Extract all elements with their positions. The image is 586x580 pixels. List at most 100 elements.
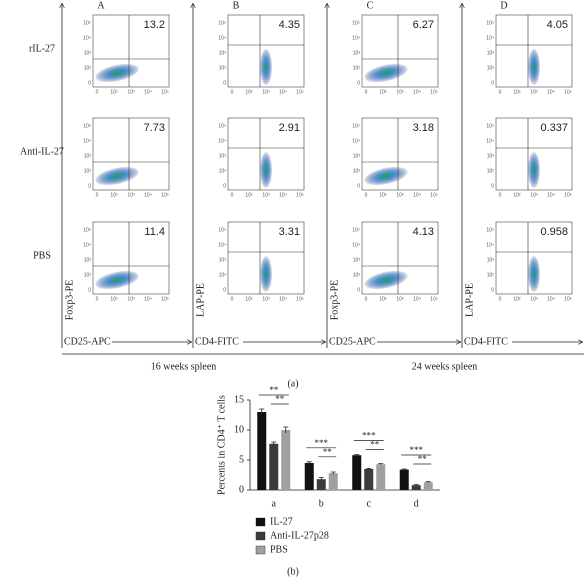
gate-percent: 4.05 [547, 19, 568, 31]
x-tick-label: 0 [499, 296, 502, 302]
y-tick-label: 10⁴ [352, 138, 360, 144]
x-tick-label: 10⁵ [430, 192, 438, 198]
gate-percent: 4.13 [413, 226, 434, 238]
x-tick-label: a [272, 498, 277, 509]
x-tick-label: 10⁴ [279, 89, 287, 95]
x-tick-label: c [367, 498, 372, 509]
significance-label: ** [323, 447, 333, 457]
error-bar [318, 477, 324, 481]
y-tick-label: 0 [357, 80, 360, 86]
y-tick-label: 0 [88, 80, 91, 86]
x-tick-label: 10⁵ [296, 296, 304, 302]
x-tick-label: 10⁴ [413, 296, 421, 302]
y-tick-label: 10³ [84, 257, 92, 263]
y-tick-label: 10⁵ [486, 20, 494, 26]
gate-percent: 0.337 [540, 122, 568, 134]
y-tick-label: 10² [84, 65, 92, 71]
cell-cloud [260, 49, 272, 85]
x-tick-label: 10⁵ [564, 192, 572, 198]
cell-cloud [260, 256, 272, 292]
bar [364, 469, 374, 490]
y-tick-label: 10⁵ [218, 227, 226, 233]
y-tick-label: 10⁵ [218, 20, 226, 26]
x-tick-label: 10⁴ [144, 192, 152, 198]
significance-label: ** [370, 440, 380, 450]
x-tick-label: 0 [365, 296, 368, 302]
x-axis-label: CD4-FITC [464, 336, 508, 347]
bar [411, 485, 421, 490]
bar [328, 473, 338, 490]
y-tick-label: 0 [491, 80, 494, 86]
legend-swatch [255, 545, 266, 555]
y-tick-label: 10⁴ [218, 35, 226, 41]
y-tick-label: 0 [88, 183, 91, 189]
x-tick-label: 10⁴ [413, 192, 421, 198]
gate-percent: 3.18 [413, 122, 434, 134]
column-letter: D [500, 0, 507, 11]
x-tick-label: 10⁵ [296, 192, 304, 198]
cell-cloud [528, 256, 540, 292]
y-tick-label: 10⁴ [352, 242, 360, 248]
x-tick-label: 10⁴ [547, 89, 555, 95]
gate-percent: 13.2 [144, 19, 165, 31]
x-tick-label: 10⁴ [279, 192, 287, 198]
error-bar [271, 441, 277, 446]
x-tick-label: 10⁵ [564, 89, 572, 95]
gate-percent: 11.4 [144, 226, 165, 238]
y-tick-label: 10² [487, 272, 495, 278]
error-bar [413, 484, 419, 486]
row-label: PBS [33, 250, 51, 261]
x-tick-label: 10² [110, 89, 118, 95]
gate-percent: 6.27 [413, 19, 434, 31]
y-tick-label: 15 [234, 394, 244, 405]
x-tick-label: 0 [365, 89, 368, 95]
x-tick-label: 0 [365, 192, 368, 198]
y-tick-label: 0 [223, 287, 226, 293]
x-tick-label: 10³ [396, 192, 404, 198]
bar [304, 463, 314, 490]
row-label: Anti-IL-27 [20, 146, 64, 157]
x-tick-label: 10³ [262, 296, 270, 302]
cell-cloud [95, 270, 139, 290]
y-tick-label: 10² [353, 168, 361, 174]
y-tick-label: 10 [234, 424, 244, 435]
y-tick-label: 0 [223, 183, 226, 189]
group-label: 16 weeks spleen [151, 361, 217, 372]
error-bar [330, 471, 336, 475]
x-tick-label: 10⁴ [144, 89, 152, 95]
y-tick-label: 10⁵ [83, 123, 91, 129]
x-tick-label: 0 [96, 296, 99, 302]
x-tick-label: 0 [96, 192, 99, 198]
y-tick-label: 0 [357, 287, 360, 293]
x-tick-label: 0 [231, 192, 234, 198]
x-tick-label: 10⁴ [413, 89, 421, 95]
x-tick-label: 10⁵ [161, 192, 169, 198]
bar [257, 412, 267, 490]
cell-cloud [95, 166, 139, 186]
y-tick-label: 10⁴ [486, 35, 494, 41]
x-axis-label: CD25-APC [329, 336, 376, 347]
y-tick-label: 10⁵ [83, 227, 91, 233]
x-tick-label: 10² [379, 192, 387, 198]
x-tick-label: 0 [499, 192, 502, 198]
x-tick-label: 10⁴ [144, 296, 152, 302]
x-tick-label: 10⁵ [430, 89, 438, 95]
x-tick-label: 10⁴ [279, 296, 287, 302]
x-tick-label: 10² [110, 296, 118, 302]
y-tick-label: 10² [487, 168, 495, 174]
x-tick-label: b [319, 498, 324, 509]
y-tick-label: 10³ [487, 257, 495, 263]
y-tick-label: 10² [219, 65, 227, 71]
legend-swatch [255, 517, 266, 527]
y-tick-label: 10² [353, 65, 361, 71]
cell-cloud [364, 270, 408, 290]
y-tick-label: 10² [219, 272, 227, 278]
y-tick-label: 10³ [487, 153, 495, 159]
error-bar [425, 481, 431, 483]
x-tick-label: 10² [379, 89, 387, 95]
bar [376, 464, 386, 490]
x-tick-label: 10³ [127, 192, 135, 198]
x-tick-label: 10³ [530, 296, 538, 302]
x-tick-label: 10⁵ [161, 296, 169, 302]
x-tick-label: 10³ [127, 296, 135, 302]
